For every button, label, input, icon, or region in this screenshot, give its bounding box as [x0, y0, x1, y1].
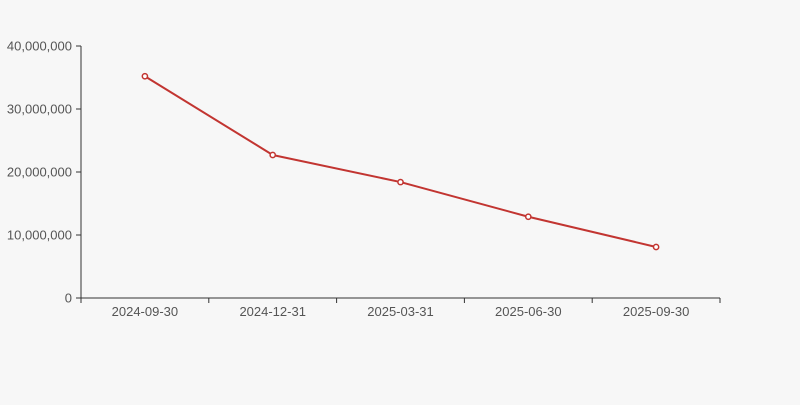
y-axis-tick-label: 20,000,000 — [7, 165, 72, 180]
data-point-marker[interactable] — [652, 243, 660, 251]
data-point-marker[interactable] — [269, 151, 277, 159]
x-axis-tick-label: 2025-03-31 — [367, 304, 434, 319]
y-axis-tick-label: 0 — [65, 291, 72, 306]
data-point-marker[interactable] — [524, 213, 532, 221]
y-axis-tick-label: 40,000,000 — [7, 39, 72, 54]
data-point-marker[interactable] — [397, 178, 404, 186]
x-axis-tick-label: 2025-06-30 — [495, 304, 562, 319]
y-axis-tick-label: 30,000,000 — [7, 102, 72, 117]
y-axis-tick-label: 10,000,000 — [7, 228, 72, 243]
series-line — [143, 75, 658, 248]
data-point-marker[interactable] — [141, 72, 149, 80]
x-axis-tick-label: 2024-09-30 — [112, 304, 179, 319]
x-axis-tick-label: 2024-12-31 — [239, 304, 306, 319]
x-axis-tick-label: 2025-09-30 — [623, 304, 690, 319]
